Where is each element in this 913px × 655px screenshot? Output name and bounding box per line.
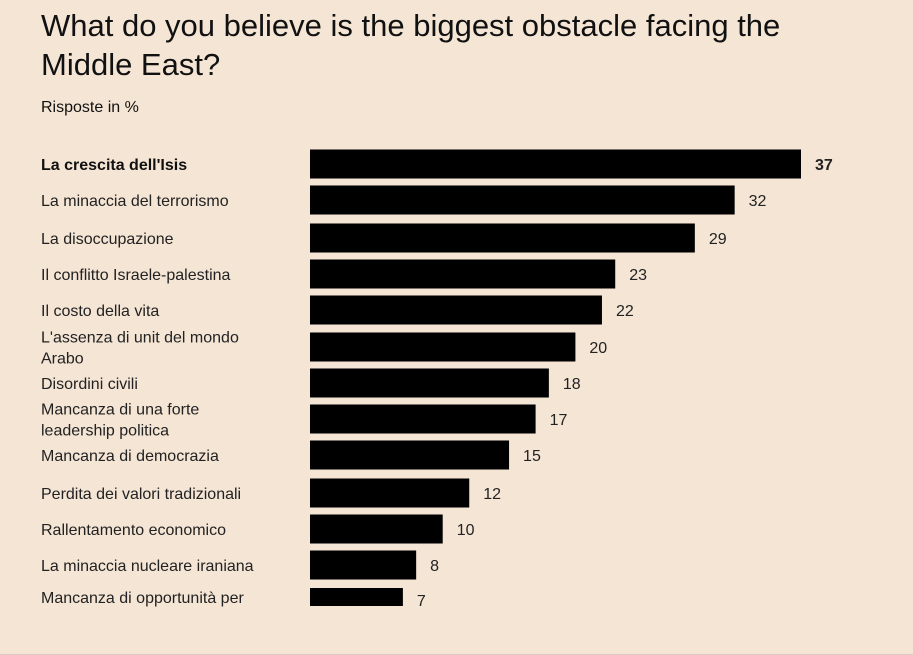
category-label-10: Rallentamento economico: [41, 522, 226, 539]
category-label-7: Mancanza di una forte leadership politica: [41, 402, 199, 440]
value-label-5: 20: [589, 340, 607, 357]
bar-6: [310, 368, 549, 398]
value-label-6: 18: [563, 376, 581, 393]
value-label-4: 22: [616, 303, 634, 320]
category-label-2: La disoccupazione: [41, 231, 174, 248]
bar-7: [310, 404, 536, 434]
bar-0: [310, 149, 801, 179]
value-label-8: 15: [523, 448, 541, 465]
bar-11: [310, 550, 417, 580]
value-label-2: 29: [709, 231, 727, 248]
chart-subtitle: Risposte in %: [41, 99, 139, 116]
bar-8: [310, 440, 510, 470]
category-label-8: Mancanza di democrazia: [41, 448, 219, 465]
bar-1: [310, 185, 735, 215]
bar-2: [310, 223, 695, 253]
bar-5: [310, 332, 576, 362]
bar-3: [310, 259, 616, 289]
bar-12: [310, 588, 403, 606]
bar-9: [310, 478, 470, 508]
value-label-9: 12: [483, 486, 501, 503]
chart-title: What do you believe is the biggest obsta…: [41, 8, 781, 82]
category-label-6: Disordini civili: [41, 376, 138, 393]
value-label-0: 37: [815, 157, 833, 174]
value-label-10: 10: [457, 522, 475, 539]
category-label-3: Il conflitto Israele-palestina: [41, 267, 231, 284]
category-label-5: L'assenza di unit del mondo Arabo: [41, 330, 239, 368]
category-label-4: Il costo della vita: [41, 303, 159, 320]
value-label-11: 8: [430, 558, 439, 575]
bar-10: [310, 514, 443, 544]
category-label-12: Mancanza di opportunità per: [41, 590, 244, 607]
value-label-1: 32: [749, 193, 767, 210]
bar-4: [310, 295, 602, 325]
category-label-9: Perdita dei valori tradizionali: [41, 486, 241, 503]
value-label-3: 23: [629, 267, 647, 284]
category-label-11: La minaccia nucleare iraniana: [41, 558, 254, 575]
value-label-7: 17: [550, 412, 568, 429]
value-label-12: 7: [417, 593, 426, 610]
category-label-0: La crescita dell'Isis: [41, 157, 187, 174]
category-label-1: La minaccia del terrorismo: [41, 193, 229, 210]
